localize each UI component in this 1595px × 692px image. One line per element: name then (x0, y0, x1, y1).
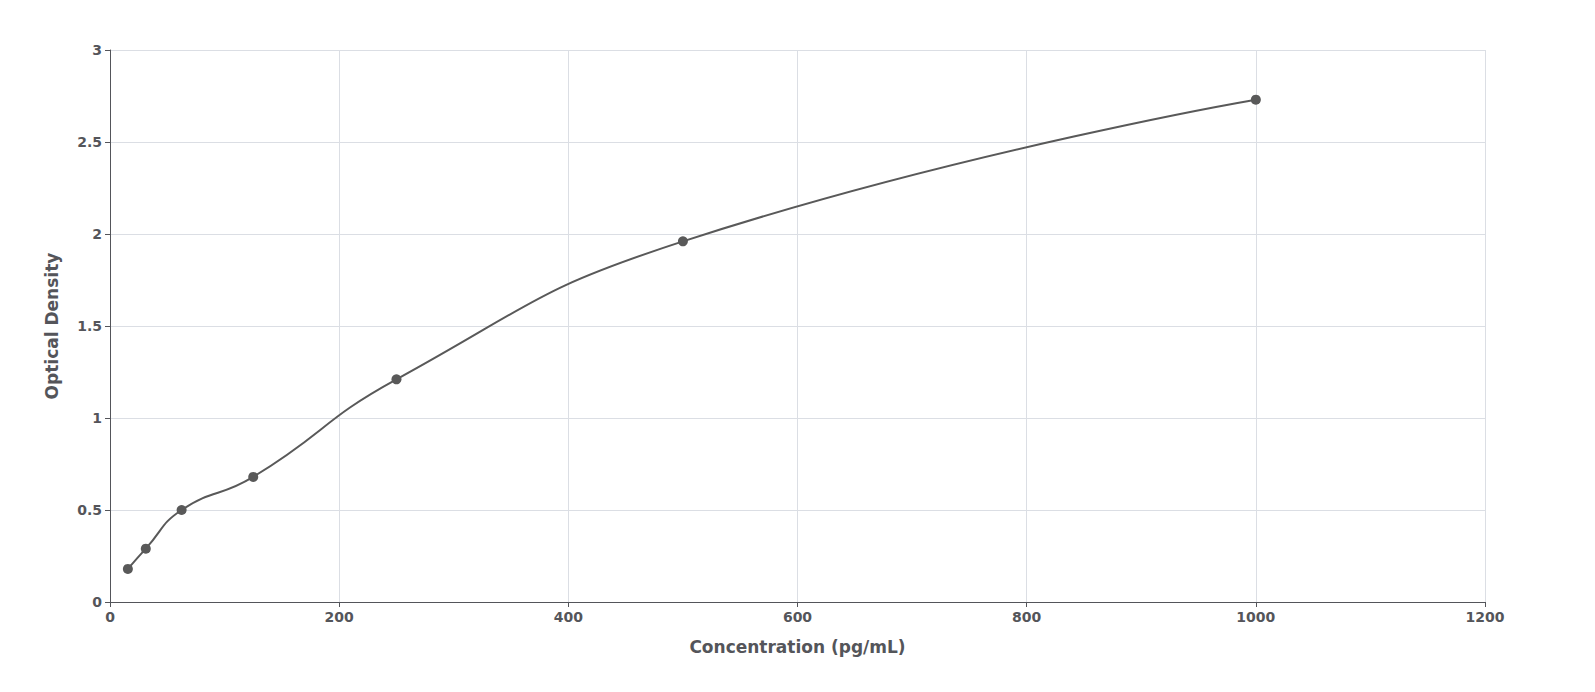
svg-text:3: 3 (92, 42, 102, 58)
svg-text:1: 1 (92, 410, 102, 426)
svg-text:Optical Density: Optical Density (42, 253, 62, 400)
svg-text:2: 2 (92, 226, 102, 242)
svg-text:1200: 1200 (1466, 609, 1505, 625)
svg-text:400: 400 (554, 609, 583, 625)
svg-text:0: 0 (92, 594, 102, 610)
svg-text:0: 0 (105, 609, 115, 625)
svg-text:2.5: 2.5 (77, 134, 102, 150)
svg-text:200: 200 (325, 609, 354, 625)
svg-text:1000: 1000 (1236, 609, 1275, 625)
svg-text:600: 600 (783, 609, 812, 625)
svg-text:800: 800 (1012, 609, 1041, 625)
svg-text:1.5: 1.5 (77, 318, 102, 334)
svg-text:Concentration (pg/mL): Concentration (pg/mL) (689, 637, 905, 657)
svg-text:0.5: 0.5 (77, 502, 102, 518)
